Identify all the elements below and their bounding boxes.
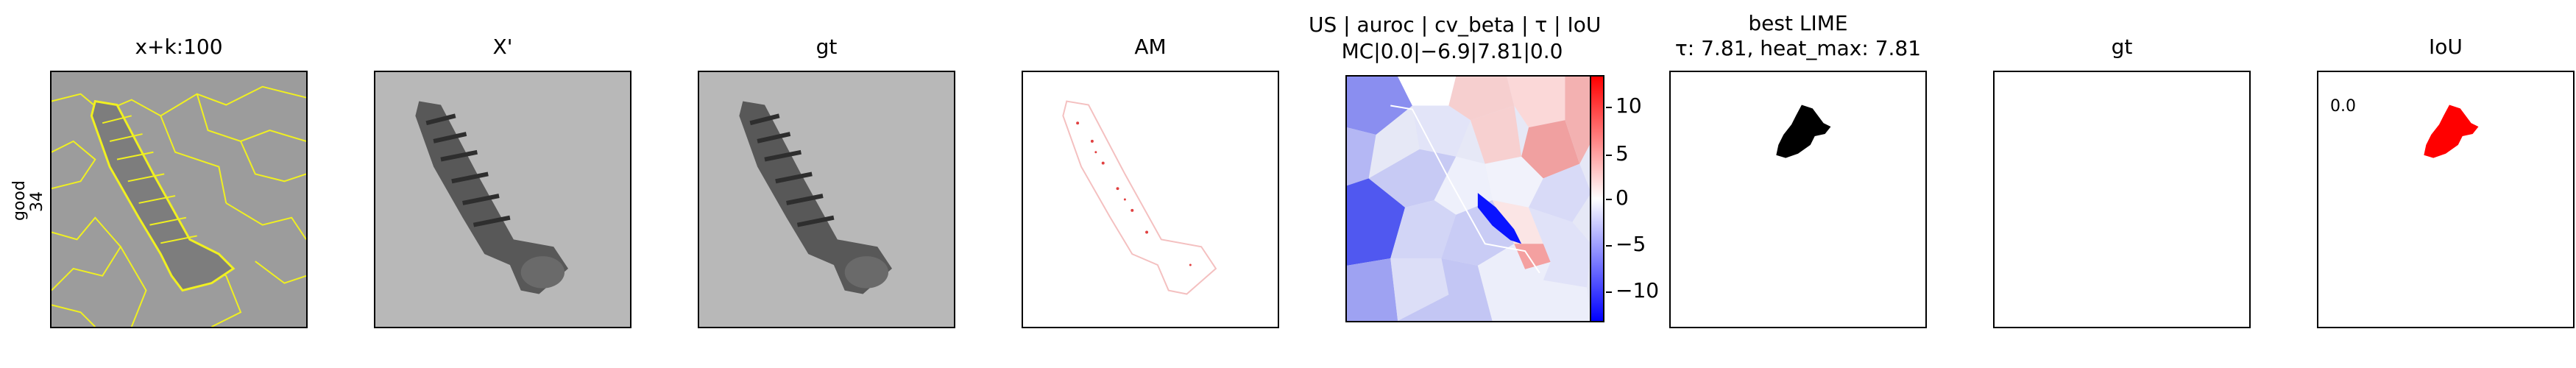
am-heatmap-svg: [1023, 72, 1278, 327]
panel-title-best-lime: best LIME: [1748, 11, 1848, 35]
iou-mask: [2317, 71, 2575, 328]
panel-title-am: AM: [1134, 35, 1167, 59]
panel-title-metrics-line1: US | auroc | cv_beta | τ | IoU: [1309, 13, 1602, 37]
colorbar-tick-label: −10: [1616, 278, 1660, 302]
gt-image: [698, 71, 955, 328]
lime-mask: [1669, 71, 1927, 328]
metrics-segmentation-map: [1345, 75, 1593, 322]
colorbar-tick: [1606, 291, 1612, 293]
x-prime-svg: [375, 72, 630, 327]
lime-mask-svg: [1671, 72, 1925, 327]
gt-svg: [699, 72, 954, 327]
gt-mask-empty: [1993, 71, 2251, 328]
panel-title-iou: IoU: [2429, 35, 2463, 59]
colorbar-tick: [1606, 155, 1612, 156]
am-heatmap: [1022, 71, 1279, 328]
superpixel-overlay-svg: [52, 72, 306, 327]
colorbar-tick-label: 5: [1616, 141, 1629, 166]
iou-value: 0.0: [2330, 97, 2356, 116]
colorbar-tick: [1606, 107, 1612, 108]
panel-title-lime-params: τ: 7.81, heat_max: 7.81: [1674, 36, 1922, 60]
row-label-index: 34: [28, 191, 46, 212]
panel-title-superpixels: x+k:100: [135, 35, 223, 59]
row-label-class: good: [10, 180, 29, 221]
metrics-segmentation-svg: [1347, 77, 1591, 321]
colorbar-tick-label: 0: [1616, 185, 1629, 210]
colorbar-tick-label: 10: [1616, 93, 1642, 118]
colorbar-tick: [1606, 245, 1612, 247]
panel-title-x-prime: X': [492, 35, 513, 59]
iou-mask-svg: [2318, 72, 2573, 327]
x-prime-image: [374, 71, 631, 328]
panel-title-gt: gt: [815, 35, 838, 59]
panel-title-metrics-line2: MC|0.0|−6.9|7.81|0.0: [1341, 39, 1563, 63]
colorbar-tick: [1606, 199, 1612, 200]
panel-title-gt-2: gt: [2111, 35, 2133, 59]
row-label: good 34: [7, 177, 46, 265]
colorbar-tick-label: −5: [1616, 232, 1646, 256]
superpixel-overlay-image: [50, 71, 308, 328]
colorbar: [1590, 75, 1604, 322]
